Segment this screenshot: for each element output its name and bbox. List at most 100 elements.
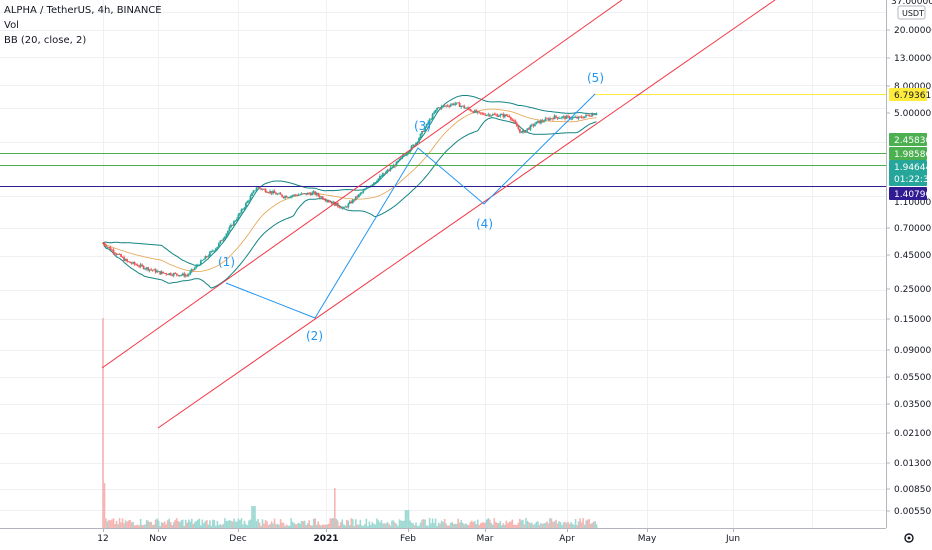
candle-body	[166, 274, 169, 276]
volume-bar	[302, 521, 304, 528]
candle-body	[463, 105, 466, 108]
volume-bar	[255, 521, 258, 528]
candle-body	[409, 150, 411, 153]
candle-body	[306, 192, 309, 195]
candle-body	[521, 130, 524, 133]
volume-bar	[105, 518, 107, 528]
candle-body	[243, 207, 246, 210]
candle-body	[196, 265, 199, 267]
axis-tick-label: 5.00000	[894, 109, 931, 119]
wave-label-4: (4)	[476, 217, 493, 231]
candle-body	[222, 238, 225, 241]
volume-bar	[531, 522, 533, 528]
candle-body	[473, 110, 476, 113]
volume-bar	[279, 519, 282, 528]
badge-low-line-text: 1.40796	[894, 190, 931, 200]
candle-body	[141, 264, 144, 266]
volume-bar	[112, 518, 115, 528]
volume-bar	[120, 522, 122, 528]
candle-body	[401, 155, 404, 158]
volume-bar	[436, 525, 438, 528]
volume-bar	[479, 523, 482, 528]
volume-bar	[293, 523, 295, 528]
volume-bar	[582, 518, 584, 528]
volume-bar	[175, 518, 178, 528]
volume-bar	[455, 523, 458, 528]
candle-body	[497, 116, 500, 117]
candle-body	[437, 107, 440, 109]
candle-body	[485, 114, 488, 116]
volume-bar	[285, 524, 288, 528]
candle-body	[525, 129, 527, 133]
candle-body	[204, 256, 207, 260]
candle-body	[198, 265, 201, 267]
volume-bar	[236, 521, 238, 528]
candle-body	[224, 236, 226, 239]
volume-bar	[174, 519, 177, 528]
candle-body	[469, 109, 472, 111]
candle-body	[481, 113, 484, 115]
volume-bar	[463, 524, 465, 528]
volume-indicator-label[interactable]: Vol	[4, 20, 19, 31]
volume-bar	[403, 520, 405, 528]
currency-box	[897, 5, 926, 20]
volume-bar	[257, 519, 259, 528]
candle-body	[351, 199, 354, 204]
candle-body	[376, 181, 378, 182]
volume-bar	[370, 524, 372, 528]
volume-bar	[376, 518, 378, 528]
axis-tick-label: 0.05500	[894, 373, 931, 383]
candle-body	[571, 117, 574, 119]
candle-body	[508, 116, 511, 118]
candle-body	[272, 191, 274, 194]
volume-bar	[437, 522, 440, 528]
volume-bar	[317, 521, 320, 528]
candle-body	[184, 275, 187, 277]
volume-bar	[349, 525, 351, 528]
volume-bar	[484, 522, 487, 528]
volume-bar	[460, 520, 462, 528]
candle-body	[299, 194, 302, 196]
volume-bar	[234, 521, 237, 528]
volume-bar	[109, 520, 112, 528]
candle-body	[403, 155, 405, 157]
gear-icon[interactable]	[904, 533, 914, 543]
candle-body	[562, 116, 565, 118]
candle-body	[239, 212, 241, 215]
candle-body	[528, 128, 530, 130]
volume-bar	[201, 519, 204, 528]
time-tick-12: 12	[97, 534, 108, 544]
candle-body	[285, 196, 288, 198]
candle-body	[282, 196, 285, 198]
volume-bar	[434, 518, 437, 528]
volume-bar	[419, 522, 422, 528]
volume-bar	[329, 518, 332, 528]
candle-body	[132, 262, 134, 264]
volume-bar	[343, 524, 345, 528]
axis-tick-label: 0.45000	[894, 251, 931, 261]
volume-bar	[166, 520, 169, 528]
candle-body	[436, 107, 439, 110]
candle-body	[275, 193, 277, 195]
candle-body	[490, 115, 493, 117]
candle-body	[106, 246, 109, 248]
volume-bar	[413, 525, 416, 528]
candle-body	[211, 250, 214, 252]
candle-body	[428, 119, 431, 123]
candle-body	[388, 170, 390, 171]
volume-bar	[478, 524, 481, 528]
candle-body	[580, 116, 583, 118]
candle-body	[142, 265, 145, 269]
wave-label-1: (1)	[218, 255, 235, 269]
bollinger-indicator-label[interactable]: BB (20, close, 2)	[4, 35, 87, 46]
volume-bar	[529, 523, 532, 528]
volume-bar	[541, 523, 544, 528]
volume-bar	[508, 521, 511, 528]
volume-bar	[261, 519, 264, 528]
candle-body	[424, 127, 426, 132]
candle-body	[103, 243, 106, 246]
badge-last-price-countdown: 01:22:37	[894, 175, 932, 185]
volume-bar	[130, 522, 133, 528]
